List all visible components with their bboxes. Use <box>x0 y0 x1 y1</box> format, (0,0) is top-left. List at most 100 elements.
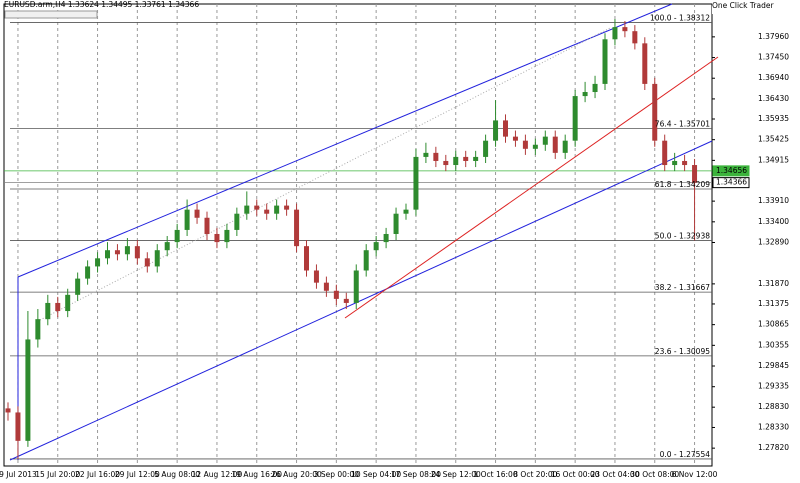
candle-body <box>274 205 280 214</box>
candle-body <box>463 156 469 161</box>
x-tick-label: 17 Sep 08:00 <box>391 470 441 479</box>
y-tick-label: 1.28330 <box>758 422 789 431</box>
candle-body <box>65 294 71 312</box>
candle-body <box>124 246 130 255</box>
candle-body <box>503 120 508 137</box>
candle-body <box>413 156 419 210</box>
candle-body <box>154 250 160 267</box>
candle-body <box>45 302 51 320</box>
fibonacci <box>4 22 712 460</box>
x-tick-label: 23 Oct 04:00 <box>590 470 639 479</box>
candle-body <box>15 412 21 441</box>
x-tick-label: 3 Sep 00:00 <box>314 470 360 479</box>
price-tag-label: 1.34366 <box>716 178 747 187</box>
candle-body <box>632 31 638 44</box>
candle-body <box>672 160 678 166</box>
x-tick-label: 29 Jul 12:00 <box>115 470 160 479</box>
price-tag <box>712 165 750 177</box>
chart-title: EURUSD.arm,H4 1.33624 1.34495 1.33761 1.… <box>4 0 199 9</box>
candle-body <box>453 156 459 166</box>
candle-body <box>224 229 230 243</box>
candle-body <box>304 246 309 271</box>
x-tick-label: 26 Aug 20:00 <box>271 470 322 479</box>
fib-label: 61.8 - 1.34209 <box>655 180 710 189</box>
fib-label: 50.0 - 1.32938 <box>655 232 710 241</box>
candle-body <box>55 302 61 312</box>
candle-body <box>35 319 41 340</box>
x-tick-label: 1 Oct 16:00 <box>473 470 517 479</box>
x-tick-label: 16 Oct 00:00 <box>551 470 600 479</box>
candle-body <box>602 39 608 84</box>
candle-body <box>353 270 359 303</box>
candle-body <box>194 209 200 218</box>
candle-body <box>184 209 190 230</box>
candle-body <box>532 144 538 149</box>
x-tick-label: 24 Sep 12:00 <box>431 470 481 479</box>
candle-body <box>582 92 588 97</box>
x-tick-label: 10 Sep 04:00 <box>351 470 401 479</box>
y-tick-label: 1.31375 <box>758 299 789 308</box>
candle-body <box>234 213 240 230</box>
candle-body <box>662 140 668 166</box>
x-tick-label: 15 Jul 20:00 <box>35 470 80 479</box>
channel-lower <box>9 140 713 461</box>
y-tick-label: 1.32890 <box>758 238 789 247</box>
candle-body <box>433 152 439 161</box>
candle-body <box>105 250 110 259</box>
candle-body <box>25 339 31 441</box>
fib-label: 0.0 - 1.27554 <box>660 450 711 459</box>
candle-body <box>5 408 11 413</box>
y-tick-label: 1.35935 <box>758 114 789 123</box>
x-tick-label: 5 Aug 08:00 <box>154 470 200 479</box>
candle-body <box>692 165 698 183</box>
price-tag-label: 1.34656 <box>716 166 747 175</box>
candle-body <box>284 205 290 210</box>
x-tick-label: 8 Oct 20:00 <box>513 470 557 479</box>
y-tick-label: 1.30865 <box>758 320 789 329</box>
panel-bg <box>712 0 800 14</box>
candle-body <box>493 120 499 141</box>
candle-body <box>403 209 409 214</box>
candle-body <box>612 27 618 40</box>
candle-body <box>264 209 270 214</box>
candle-body <box>473 156 479 161</box>
x-tick-label: 30 Oct 08:00 <box>630 470 679 479</box>
candle-body <box>134 246 140 259</box>
y-tick-label: 1.37960 <box>758 32 789 41</box>
fib-label: 23.6 - 1.30095 <box>655 347 710 356</box>
candle-body <box>214 233 220 243</box>
candle-body <box>174 229 180 243</box>
candle-body <box>343 298 349 303</box>
toolbar-box[interactable] <box>4 10 98 19</box>
panel-label[interactable]: One Click Trader <box>712 1 774 10</box>
x-tick-label: 9 Jul 2013 <box>0 470 37 479</box>
labels: 1.37960 1.37450 1.36940 1.36430 1.35935 1.354… <box>0 14 789 479</box>
y-tick-label: 1.36430 <box>758 94 789 103</box>
candle-body <box>393 213 399 234</box>
plot-frame <box>3 3 713 467</box>
candle-body <box>483 140 489 157</box>
candle-body <box>542 136 548 145</box>
candle-body <box>333 290 339 299</box>
candle-body <box>294 209 300 247</box>
fib-label: 100.0 - 1.38312 <box>650 14 710 23</box>
y-tick-label: 1.27820 <box>758 443 789 452</box>
y-tick-label: 1.34915 <box>758 155 789 164</box>
candle-body <box>622 27 628 32</box>
y-tick-label: 1.33910 <box>758 196 789 205</box>
candle-body <box>164 242 170 251</box>
y-tick-label: 1.36940 <box>758 73 789 82</box>
candle-body <box>85 266 91 279</box>
candle-body <box>373 242 379 251</box>
y-tick-label: 1.28830 <box>758 402 789 411</box>
fib-label: 38.2 - 1.31667 <box>655 283 710 292</box>
x-tick-label: 22 Jul 16:00 <box>75 470 120 479</box>
y-tick-label: 1.31870 <box>758 279 789 288</box>
candle-body <box>95 258 101 267</box>
candle-body <box>512 136 518 141</box>
candle-body <box>572 96 578 141</box>
y-tick-label: 1.35425 <box>758 135 789 144</box>
candle-body <box>323 282 329 291</box>
candles <box>5 19 698 460</box>
